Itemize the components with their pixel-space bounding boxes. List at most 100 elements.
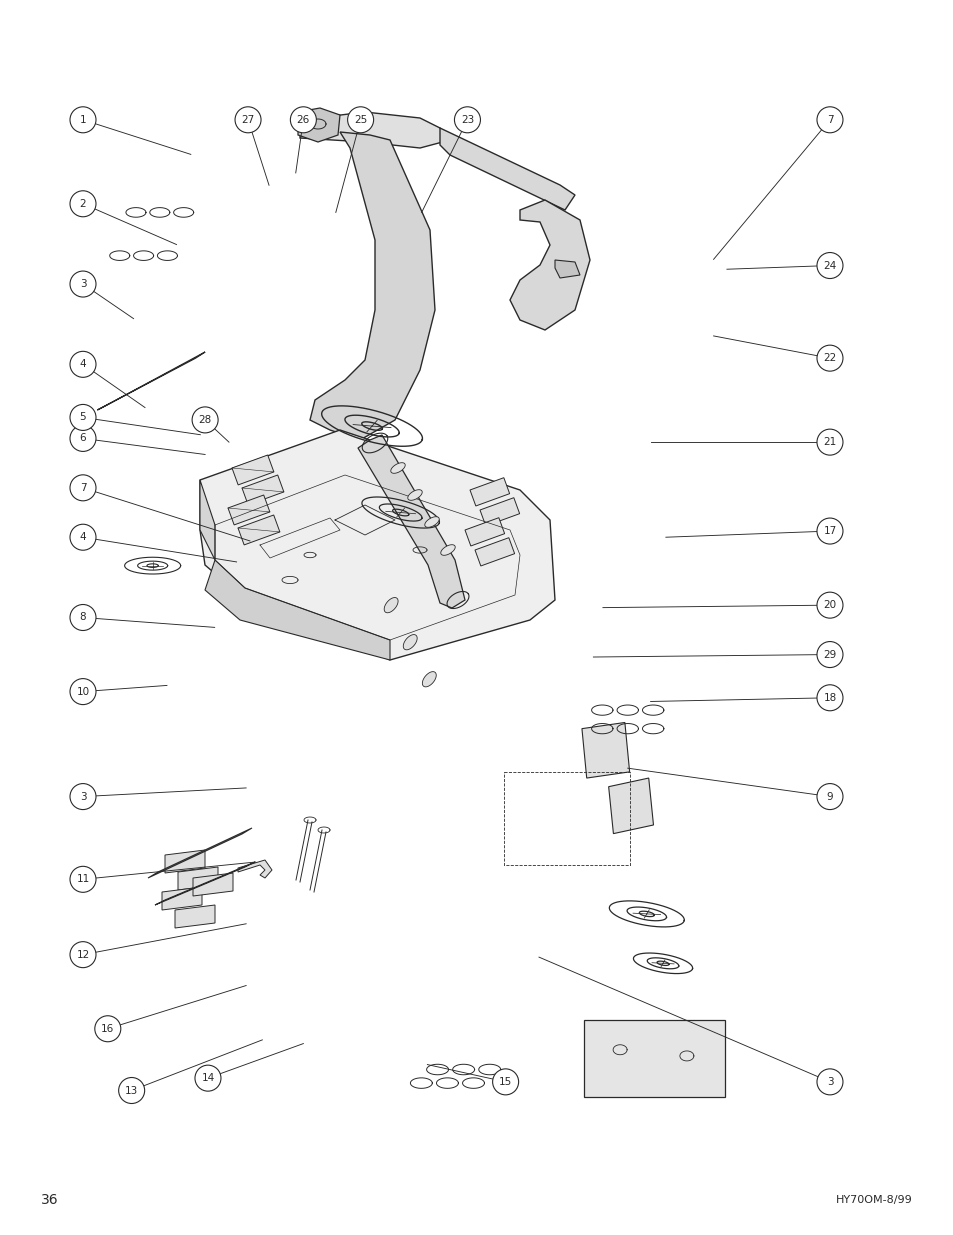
Text: 5: 5 (80, 412, 86, 422)
Text: 29: 29 (822, 650, 836, 659)
Text: 10: 10 (76, 687, 90, 697)
Circle shape (454, 106, 480, 133)
Polygon shape (581, 722, 629, 778)
Polygon shape (242, 475, 284, 505)
Polygon shape (237, 515, 279, 545)
Text: 9: 9 (826, 792, 832, 802)
Polygon shape (154, 862, 254, 905)
Circle shape (118, 1077, 145, 1104)
Circle shape (816, 684, 842, 711)
Text: 11: 11 (76, 874, 90, 884)
Polygon shape (470, 478, 509, 506)
Circle shape (816, 641, 842, 668)
Polygon shape (439, 128, 575, 210)
Circle shape (347, 106, 374, 133)
Text: HY70OM-8/99: HY70OM-8/99 (836, 1195, 912, 1205)
Polygon shape (232, 454, 274, 485)
Text: 25: 25 (354, 115, 367, 125)
Polygon shape (310, 132, 435, 440)
Polygon shape (384, 598, 397, 613)
Text: 20: 20 (822, 600, 836, 610)
Polygon shape (200, 480, 214, 559)
Text: 22: 22 (822, 353, 836, 363)
Polygon shape (464, 517, 504, 546)
Text: 6: 6 (80, 433, 86, 443)
Polygon shape (510, 200, 589, 330)
Circle shape (70, 678, 96, 705)
Circle shape (816, 1068, 842, 1095)
Circle shape (816, 429, 842, 456)
Polygon shape (440, 545, 455, 556)
Circle shape (70, 866, 96, 893)
Polygon shape (422, 672, 436, 687)
Circle shape (70, 783, 96, 810)
Text: 3: 3 (80, 792, 86, 802)
Text: 4: 4 (80, 532, 86, 542)
Circle shape (70, 524, 96, 551)
Circle shape (70, 106, 96, 133)
Circle shape (234, 106, 261, 133)
Text: 21: 21 (822, 437, 836, 447)
Polygon shape (424, 516, 438, 527)
Circle shape (816, 592, 842, 619)
Circle shape (492, 1068, 518, 1095)
Text: 18: 18 (822, 693, 836, 703)
Circle shape (192, 406, 218, 433)
Circle shape (70, 425, 96, 452)
Circle shape (816, 106, 842, 133)
Text: 16: 16 (101, 1024, 114, 1034)
Text: 24: 24 (822, 261, 836, 270)
Text: 12: 12 (76, 950, 90, 960)
Circle shape (94, 1015, 121, 1042)
Circle shape (290, 106, 316, 133)
Text: 4: 4 (80, 359, 86, 369)
Polygon shape (555, 261, 579, 278)
Text: 23: 23 (460, 115, 474, 125)
Polygon shape (391, 463, 405, 473)
Polygon shape (165, 850, 205, 873)
Text: 27: 27 (241, 115, 254, 125)
Circle shape (70, 270, 96, 298)
Text: 2: 2 (80, 199, 86, 209)
Circle shape (70, 604, 96, 631)
Polygon shape (178, 867, 218, 890)
Polygon shape (479, 498, 519, 526)
Polygon shape (475, 537, 514, 566)
Polygon shape (193, 873, 233, 897)
Circle shape (816, 345, 842, 372)
Text: 13: 13 (125, 1086, 138, 1095)
Polygon shape (205, 559, 390, 659)
Polygon shape (200, 430, 555, 659)
Circle shape (816, 517, 842, 545)
Text: 28: 28 (198, 415, 212, 425)
Circle shape (194, 1065, 221, 1092)
Polygon shape (608, 778, 653, 834)
Text: 1: 1 (80, 115, 86, 125)
Circle shape (70, 404, 96, 431)
Polygon shape (162, 887, 202, 910)
Polygon shape (357, 435, 464, 608)
Polygon shape (97, 352, 205, 410)
Polygon shape (174, 905, 214, 927)
Polygon shape (407, 490, 422, 500)
Circle shape (70, 190, 96, 217)
Text: 3: 3 (80, 279, 86, 289)
Circle shape (70, 941, 96, 968)
Polygon shape (299, 112, 450, 148)
Polygon shape (237, 860, 272, 878)
Text: 26: 26 (296, 115, 310, 125)
Polygon shape (228, 495, 270, 525)
Polygon shape (297, 107, 339, 142)
Circle shape (816, 783, 842, 810)
Text: 8: 8 (80, 613, 86, 622)
Text: 36: 36 (41, 1193, 58, 1208)
Circle shape (70, 474, 96, 501)
Text: 14: 14 (201, 1073, 214, 1083)
Polygon shape (403, 635, 416, 650)
Polygon shape (583, 1020, 724, 1097)
Polygon shape (148, 827, 252, 878)
Text: 15: 15 (498, 1077, 512, 1087)
Circle shape (816, 252, 842, 279)
Text: 3: 3 (826, 1077, 832, 1087)
Text: 7: 7 (826, 115, 832, 125)
